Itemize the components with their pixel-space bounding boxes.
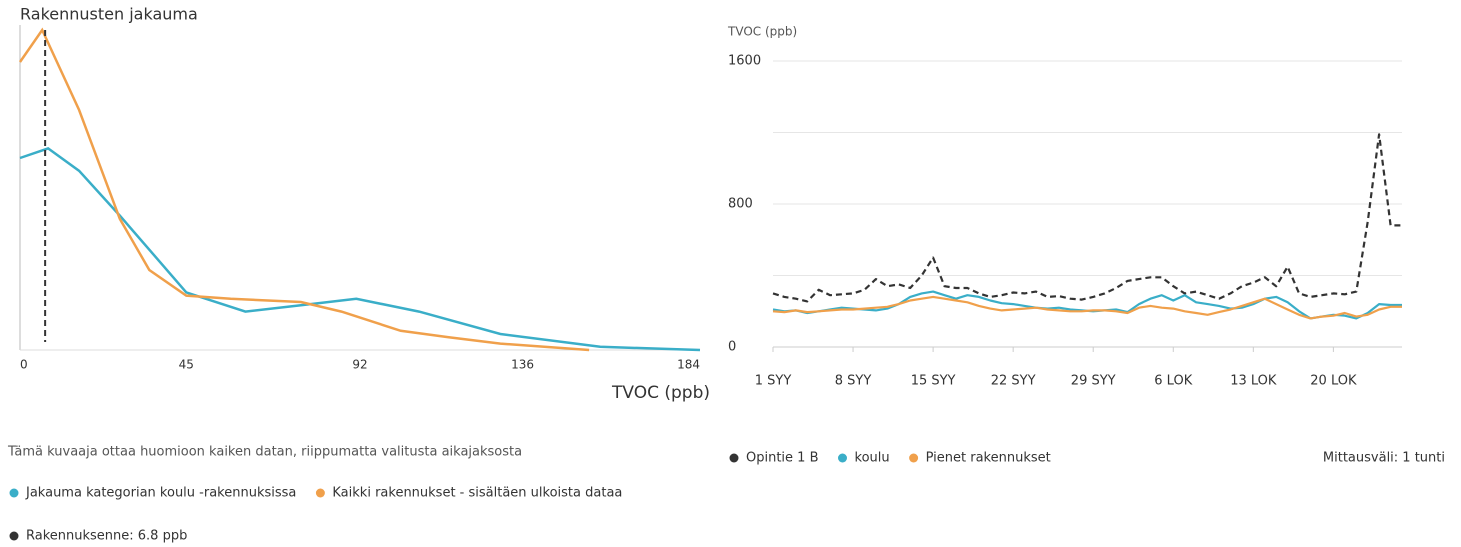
x-tick-label: 20 LOK [1310, 374, 1357, 389]
y-tick-label: 0 [728, 340, 736, 355]
series-line [772, 133, 1402, 303]
legend-swatch [909, 453, 919, 463]
legend-swatch [315, 488, 325, 498]
legend-label: Jakauma kategorian koulu -rakennuksissa [25, 486, 296, 501]
x-tick-label: 6 LOK [1154, 374, 1192, 389]
x-tick-label: 13 LOK [1230, 374, 1277, 389]
legend-label: Opintie 1 B [746, 451, 819, 466]
chart-title: Rakennusten jakauma [20, 5, 198, 24]
x-tick-label: 136 [511, 358, 534, 372]
legend-label: Kaikki rakennukset - sisältäen ulkoista … [332, 486, 622, 501]
note: Tämä kuvaaja ottaa huomioon kaiken datan… [7, 445, 522, 460]
legend-label: koulu [855, 451, 890, 466]
y-axis-label: TVOC (ppb) [727, 25, 797, 39]
density-line [18, 27, 590, 352]
x-tick-label: 8 SYY [835, 374, 872, 389]
y-tick-label: 1600 [728, 54, 761, 69]
legend-swatch [729, 453, 739, 463]
legend-swatch [9, 488, 19, 498]
legend-swatch [9, 531, 19, 541]
x-tick-label: 92 [352, 358, 367, 372]
x-tick-label: 29 SYY [1071, 374, 1116, 389]
y-tick-label: 800 [728, 197, 753, 212]
legend-label: Rakennuksenne: 6.8 ppb [26, 529, 187, 544]
x-tick-label: 22 SYY [991, 374, 1036, 389]
density-line [19, 147, 701, 352]
interval-label: Mittausväli: 1 tunti [1323, 451, 1445, 466]
legend-label: Pienet rakennukset [926, 451, 1051, 466]
legend-swatch [838, 453, 847, 463]
x-tick-label: 184 [677, 358, 700, 372]
x-tick-label: 15 SYY [911, 374, 956, 389]
x-axis-label: TVOC (ppb) [611, 383, 710, 403]
x-tick-label: 0 [20, 358, 28, 372]
x-tick-label: 1 SYY [755, 374, 792, 389]
x-tick-label: 45 [179, 358, 194, 372]
series-line [772, 295, 1402, 320]
